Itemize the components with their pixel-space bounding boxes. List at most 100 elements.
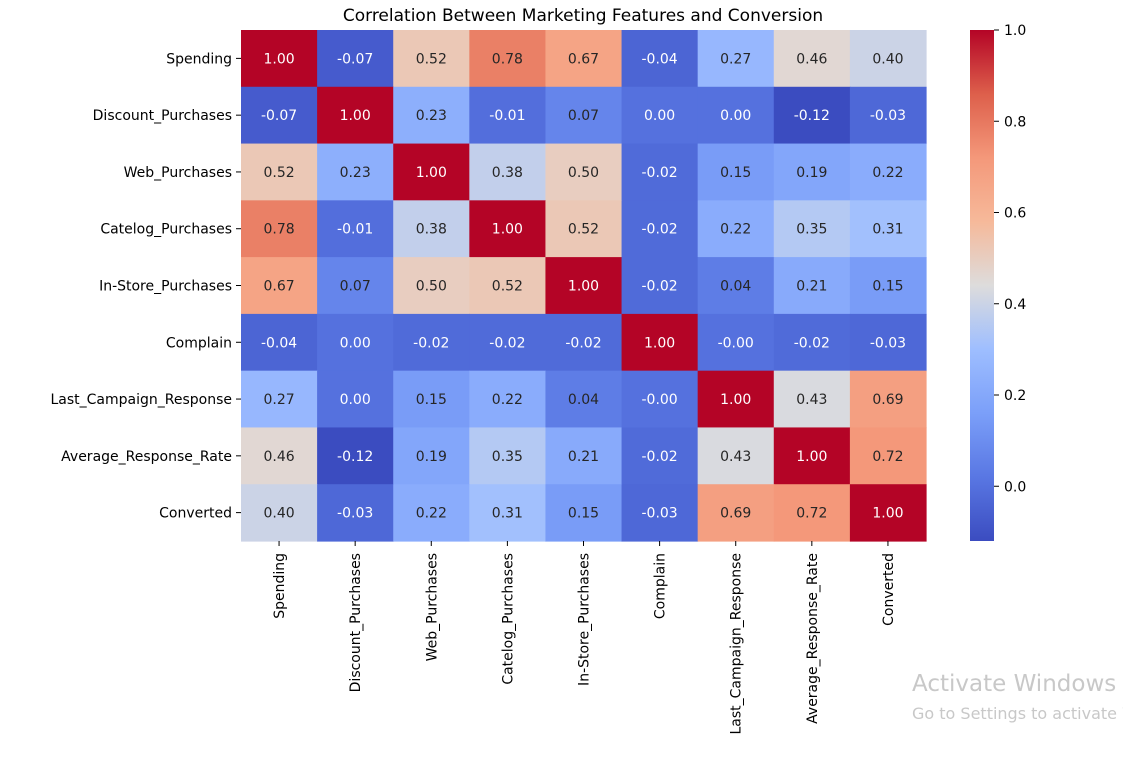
row-tick-label: Last_Campaign_Response [50,392,232,408]
cell-value-label: 0.22 [872,165,903,181]
row-labels: Spending Discount_Purchases Web_Purchases C… [50,51,241,522]
heatmap-cell [545,370,623,429]
cell-value-label: -0.02 [641,449,677,465]
cell-value-label: 0.50 [568,165,599,181]
cell-value-label: 0.50 [416,279,447,295]
cell-value-label: -0.00 [718,335,754,351]
cell-value-label: 0.22 [416,506,447,522]
heatmap-cell [545,86,623,145]
row-tick-label: In-Store_Purchases [99,279,232,295]
heatmap-cell [773,143,851,201]
heatmap-cell [773,370,851,429]
cell-value-label: 0.00 [720,108,751,124]
heatmap-cell [469,257,547,315]
cell-value-label: 0.23 [416,108,447,124]
heatmap-cell [697,484,775,542]
heatmap-cell [697,313,775,372]
heatmap-cell [697,143,775,201]
heatmap-cell [545,200,623,258]
activate-windows-subtitle: Go to Settings to activate Windows. [912,704,1123,723]
heatmap-cell [469,370,547,429]
cell-value-label: -0.07 [261,108,297,124]
heatmap-cell [545,427,623,485]
heatmap-cell [469,143,547,201]
cell-value-label: 0.07 [340,279,371,295]
activate-windows-title: Activate Windows [912,671,1117,697]
heatmap-cell [241,143,318,201]
heatmap-cell [697,86,775,145]
cell-value-label: 0.46 [263,449,294,465]
cell-value-label: -0.01 [337,222,373,238]
heatmap-cell [621,86,699,145]
column-tick-label: Average_Response_Rate [805,553,821,724]
column-tick-label: Catelog_Purchases [500,553,516,685]
cell-value-label: -0.07 [337,51,373,67]
heatmap-cell [317,427,394,485]
heatmap-cell [773,30,851,88]
cell-value-label: 0.15 [872,279,903,295]
heatmap-cell [621,30,699,88]
cell-value-label: 0.52 [568,222,599,238]
heatmap-cell [697,427,775,485]
heatmap-cell [621,370,699,429]
cell-value-label: 0.78 [263,222,294,238]
heatmap-cell [317,257,394,315]
heatmap-cell [849,86,927,145]
heatmap-cell [773,484,851,542]
heatmap-cell [241,30,318,88]
cell-value-label: 0.43 [720,449,751,465]
cell-value-label: 0.19 [416,449,447,465]
heatmap-cell [545,257,623,315]
cell-value-label: 0.40 [263,506,294,522]
cell-value-label: 0.72 [872,449,903,465]
cell-value-label: 0.00 [340,335,371,351]
heatmap-cell [621,313,699,372]
cell-value-label: -0.02 [565,335,601,351]
heatmap-cell [393,313,470,372]
cell-value-label: -0.04 [641,51,677,67]
heatmap-cell [317,86,394,145]
heatmap-cell [545,143,623,201]
row-tick-label: Web_Purchases [124,165,232,181]
colorbar-tick-label: 0.2 [1004,388,1026,404]
heatmap-cell [469,30,547,88]
heatmap-cell [697,370,775,429]
cell-value-label: 0.19 [796,165,827,181]
heatmap-cell [773,313,851,372]
cell-value-label: 0.00 [644,108,675,124]
heatmap-cell [317,370,394,429]
colorbar-tick-label: 1.0 [1004,23,1026,39]
cell-value-label: 0.04 [720,279,751,295]
colorbar-tick-label: 0.8 [1004,114,1026,130]
heatmap-cells: 1.00 -0.07 0.52 0.78 0.67 -0.04 0.27 0.46 0.40 -0… [241,30,927,542]
cell-value-label: 0.78 [492,51,523,67]
colorbar-ticks: 0.0 0.2 0.4 0.6 0.8 1.0 [994,23,1026,495]
row-tick-label: Converted [159,506,232,522]
cell-value-label: 0.52 [416,51,447,67]
row-tick-label: Average_Response_Rate [61,449,232,465]
row-tick-label: Complain [166,335,232,351]
cell-value-label: -0.12 [337,449,373,465]
cell-value-label: 0.23 [340,165,371,181]
cell-value-label: -0.00 [641,392,677,408]
cell-value-label: 0.67 [568,51,599,67]
heatmap-cell [241,484,318,542]
cell-value-label: -0.02 [794,335,830,351]
cell-value-label: 0.38 [492,165,523,181]
cell-value-label: 0.21 [568,449,599,465]
heatmap-cell [241,86,318,145]
heatmap-cell [849,257,927,315]
column-labels: Spending Discount_Purchases Web_Purchases C… [272,541,897,735]
cell-value-label: -0.01 [489,108,525,124]
cell-value-label: 0.38 [416,222,447,238]
cell-value-label: 0.00 [340,392,371,408]
colorbar-tick-label: 0.6 [1004,206,1026,222]
heatmap-cell [393,370,470,429]
heatmap-cell [317,313,394,372]
column-tick-label: In-Store_Purchases [577,553,593,686]
column-tick-label: Discount_Purchases [348,553,364,692]
cell-value-label: -0.03 [870,108,906,124]
cell-value-label: 0.04 [568,392,599,408]
cell-value-label: 0.15 [568,506,599,522]
